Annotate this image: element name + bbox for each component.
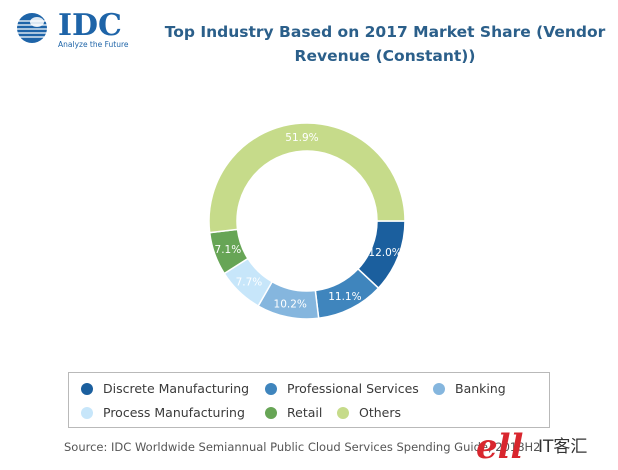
slice-label: 12.0%: [368, 247, 401, 259]
donut-slice-others[interactable]: [208, 122, 406, 234]
legend: Discrete Manufacturing Professional Serv…: [68, 372, 550, 428]
chart-title-line-1: Top Industry Based on 2017 Market Share …: [164, 23, 606, 41]
legend-item-banking[interactable]: Banking: [433, 381, 506, 396]
legend-swatch: [81, 406, 93, 419]
slice-label: 7.7%: [236, 277, 263, 289]
slice-label: 7.1%: [215, 244, 242, 256]
chart-title: Top Industry Based on 2017 Market Share …: [150, 20, 618, 68]
watermark-text: IT客汇: [538, 437, 587, 457]
watermark-logo: ell IT客汇: [476, 427, 587, 467]
legend-item-process-manufacturing[interactable]: Process Manufacturing: [81, 405, 245, 420]
legend-label: Banking: [455, 381, 506, 396]
legend-swatch: [265, 382, 277, 395]
watermark-glyph: ell: [476, 427, 524, 467]
legend-swatch: [265, 406, 277, 419]
logo-tagline: Analyze the Future: [58, 40, 129, 49]
legend-label: Discrete Manufacturing: [103, 381, 250, 396]
legend-item-retail[interactable]: Retail: [265, 405, 322, 420]
legend-label: Process Manufacturing: [103, 405, 245, 420]
legend-swatch: [337, 406, 349, 419]
legend-label: Professional Services: [287, 381, 419, 396]
slice-label: 10.2%: [274, 298, 307, 310]
legend-item-discrete-manufacturing[interactable]: Discrete Manufacturing: [81, 381, 249, 396]
legend-swatch: [433, 382, 445, 395]
legend-item-others[interactable]: Others: [337, 405, 401, 420]
legend-label: Retail: [287, 405, 323, 420]
idc-logo: IDC Analyze the Future: [14, 8, 144, 54]
legend-label: Others: [359, 405, 402, 420]
slice-label: 51.9%: [285, 132, 318, 144]
source-note: Source: IDC Worldwide Semiannual Public …: [64, 440, 541, 454]
globe-icon: [15, 13, 49, 43]
logo-wordmark: IDC: [58, 8, 122, 43]
chart-title-line-2: Revenue (Constant)): [294, 47, 476, 65]
slice-label: 11.1%: [328, 291, 361, 303]
legend-item-professional-services[interactable]: Professional Services: [265, 381, 419, 396]
legend-swatch: [81, 382, 93, 395]
